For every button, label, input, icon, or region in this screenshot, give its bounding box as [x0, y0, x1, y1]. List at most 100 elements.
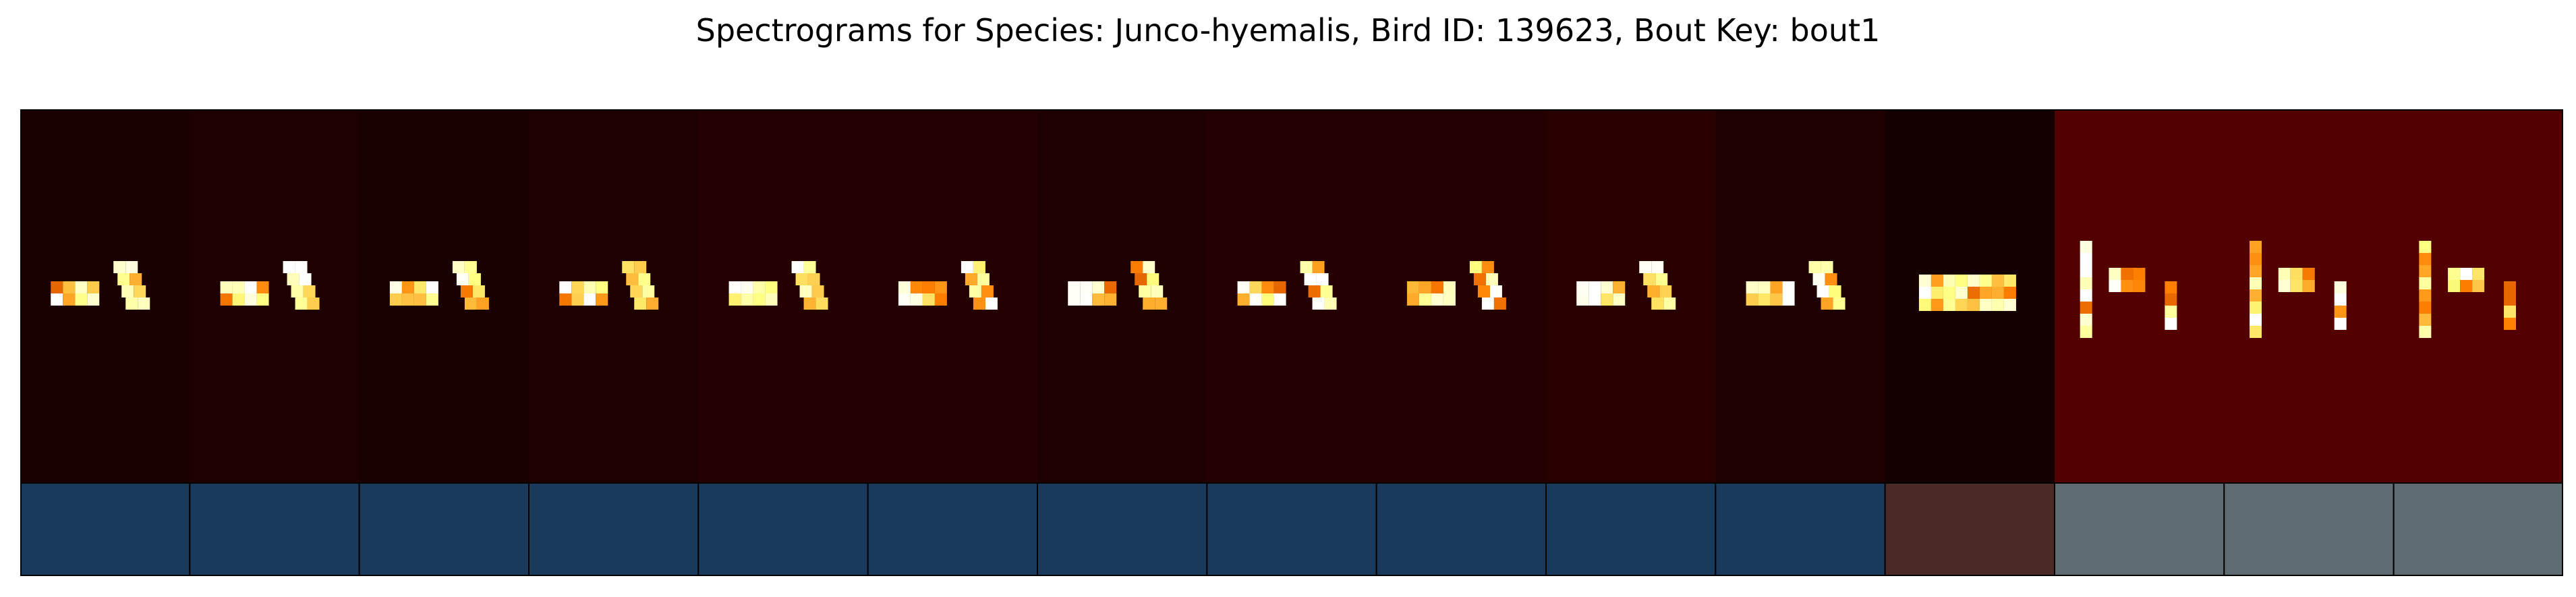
spectrogram-cell — [1320, 285, 1333, 297]
spectrogram-cell — [1647, 285, 1660, 297]
spectrogram-cell — [1955, 299, 1968, 311]
spectrogram-cell — [910, 293, 923, 306]
spectrogram-cell — [2302, 268, 2315, 280]
spectrogram-cell — [63, 293, 76, 306]
spectrogram-cell — [452, 261, 465, 273]
spectrogram-cell — [1829, 285, 1841, 297]
spectrogram-cell — [287, 273, 299, 285]
segment-label-block — [1545, 482, 1717, 576]
spectrogram-cell — [2165, 306, 2177, 318]
spectrogram-cell — [1943, 287, 1955, 299]
spectrogram-cell — [1979, 275, 1992, 287]
spectrogram-cell — [1821, 297, 1833, 310]
spectrogram-cell — [934, 281, 947, 293]
spectrogram-panel — [2393, 109, 2563, 483]
spectrogram-cell — [476, 297, 489, 310]
chart-title: Spectrograms for Species: Junco-hyemalis… — [695, 12, 1881, 49]
spectrogram-cell — [646, 297, 659, 310]
spectrogram-cell — [2504, 306, 2517, 318]
spectrogram-cell — [232, 293, 245, 306]
spectrogram-cell — [2419, 253, 2432, 265]
spectrogram-cell — [2334, 281, 2347, 293]
spectrogram-cell — [1155, 297, 1168, 310]
segment-label-block — [20, 482, 191, 576]
spectrogram-cell — [1092, 281, 1105, 293]
spectrogram-cell — [965, 273, 977, 285]
spectrogram-cell — [1655, 273, 1668, 285]
spectrogram-cell — [138, 297, 150, 310]
spectrogram-cell — [2250, 314, 2262, 326]
spectrogram-cell — [1918, 287, 1931, 299]
spectrogram-cell — [2448, 268, 2461, 280]
spectrogram-cell — [1104, 293, 1117, 306]
spectrogram-cell — [1643, 273, 1656, 285]
spectrogram-cell — [1443, 281, 1456, 293]
spectrogram-cell — [1782, 281, 1795, 293]
segment-label-block — [528, 482, 699, 576]
spectrogram-cell — [2250, 265, 2262, 277]
spectrogram-cell — [2165, 293, 2177, 306]
spectrogram-cell — [961, 261, 973, 273]
segment-label-block — [1375, 482, 1547, 576]
spectrogram-cell — [87, 281, 100, 293]
spectrogram-cell — [2080, 277, 2092, 289]
spectrogram-cell — [1147, 273, 1160, 285]
spectrogram-cell — [630, 285, 643, 297]
spectrogram-cell — [2080, 302, 2092, 314]
spectrogram-cell — [1576, 281, 1589, 293]
spectrogram-cell — [1930, 299, 1943, 311]
spectrogram-cell — [638, 273, 651, 285]
spectrogram-cell — [2003, 299, 2016, 311]
spectrogram-cell — [2250, 302, 2262, 314]
spectrogram-cell — [973, 297, 985, 310]
spectrogram-cell — [2003, 287, 2016, 299]
segment-label-block — [2223, 482, 2395, 576]
spectrogram-cell — [256, 293, 269, 306]
spectrogram-cell — [2080, 289, 2092, 302]
spectrogram-svg — [20, 109, 2563, 576]
spectrogram-cell — [401, 281, 414, 293]
spectrogram-cell — [1130, 261, 1143, 273]
spectrogram-cell — [2419, 302, 2432, 314]
spectrogram-cell — [1651, 297, 1664, 310]
spectrogram-panel — [1715, 109, 1886, 483]
spectrogram-cell — [303, 285, 316, 297]
spectrogram-cell — [75, 293, 88, 306]
spectrogram-cell — [1324, 297, 1337, 310]
spectrogram-cell — [125, 297, 138, 310]
spectrogram-cell — [2334, 306, 2347, 318]
spectrogram-cell — [121, 285, 134, 297]
spectrogram-panel — [1207, 109, 1377, 483]
spectrogram-cell — [2109, 268, 2121, 280]
spectrogram-cell — [1991, 299, 2004, 311]
spectrogram-cell — [765, 293, 778, 306]
spectrogram-cell — [1833, 297, 1845, 310]
spectrogram-cell — [1967, 275, 1980, 287]
spectrogram-cell — [1758, 293, 1771, 306]
spectrogram-cell — [1300, 261, 1313, 273]
spectrogram-cell — [468, 273, 481, 285]
spectrogram-cell — [1143, 261, 1155, 273]
spectrogram-cell — [2419, 326, 2432, 338]
spectrogram-cell — [1746, 293, 1758, 306]
label-strip-frame — [20, 482, 2563, 576]
spectrogram-cell — [1312, 261, 1325, 273]
spectrogram-cell — [1821, 261, 1833, 273]
spectrogram-cell — [977, 273, 990, 285]
spectrogram-panel — [1376, 109, 1547, 483]
spectrogram-cell — [426, 281, 438, 293]
spectrogram-cell — [626, 273, 639, 285]
spectrogram-cell — [2334, 293, 2347, 306]
spectrogram-cell — [2290, 280, 2303, 292]
spectrogram-cell — [220, 281, 233, 293]
spectrogram-cell — [1481, 297, 1494, 310]
spectrogram-cell — [307, 297, 320, 310]
spectrogram-cell — [2250, 326, 2262, 338]
spectrogram-cell — [2165, 281, 2177, 293]
spectrogram-cell — [815, 297, 828, 310]
spectrogram-cell — [1135, 273, 1147, 285]
spectrogram-cell — [1955, 275, 1968, 287]
spectrogram-cell — [2504, 293, 2517, 306]
spectrogram-cell — [1431, 293, 1443, 306]
spectrogram-cell — [728, 281, 741, 293]
